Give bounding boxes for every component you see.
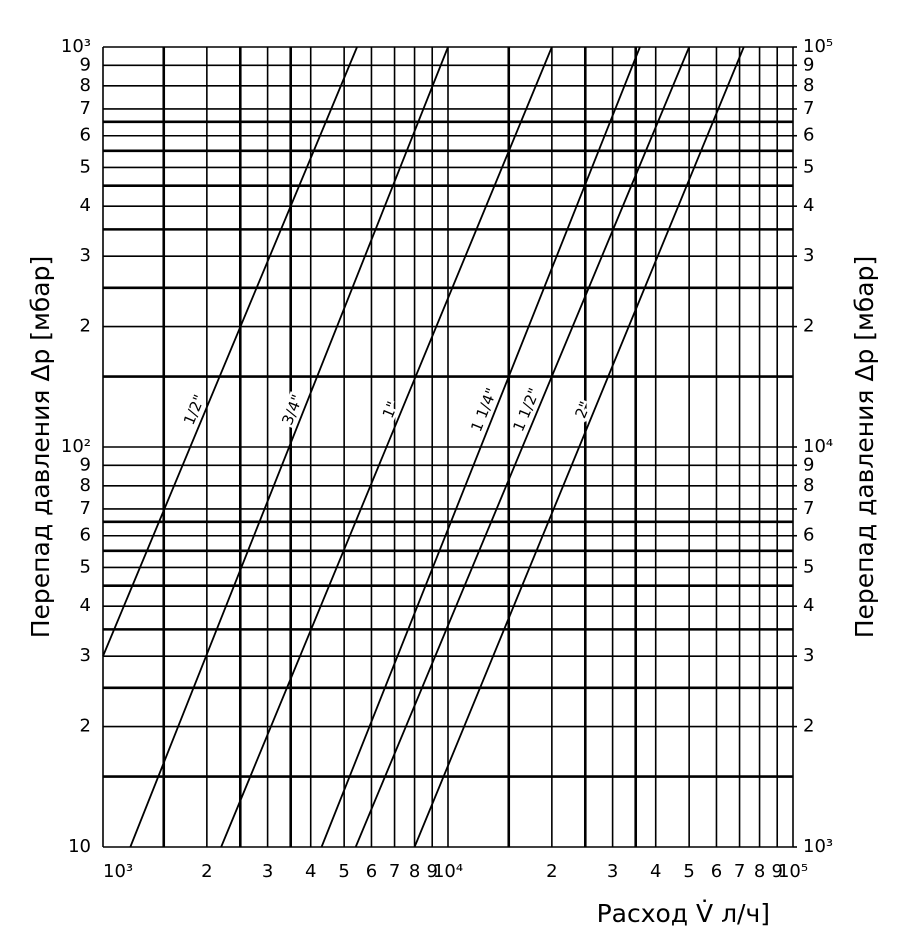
y-tick-label: 10² — [61, 436, 91, 457]
y2-tick-label: 4 — [803, 595, 814, 616]
y-tick-label: 7 — [80, 498, 91, 519]
y-tick-label: 5 — [80, 556, 91, 577]
y2-tick-label: 2 — [803, 716, 814, 737]
curve — [102, 46, 358, 657]
x-tick-label: 6 — [366, 861, 377, 882]
series-label: 3/4" — [278, 392, 306, 427]
x-tick-label: 2 — [546, 861, 557, 882]
series-label: 1/2" — [180, 392, 209, 428]
x-tick-label: 10⁴ — [433, 861, 463, 882]
x-tick-label: 6 — [711, 861, 722, 882]
y-tick-label: 8 — [80, 75, 91, 96]
y2-tick-label: 8 — [803, 75, 814, 96]
y2-tick-label: 10⁴ — [803, 436, 833, 457]
y-tick-label: 10³ — [61, 36, 91, 57]
y-tick-label: 10 — [68, 836, 91, 857]
y-tick-label: 9 — [80, 454, 91, 475]
y-tick-label: 3 — [80, 645, 91, 666]
curve — [220, 46, 553, 848]
x-tick-label: 4 — [305, 861, 316, 882]
y-tick-label: 9 — [80, 54, 91, 75]
curve — [354, 46, 690, 848]
y-tick-label: 5 — [80, 156, 91, 177]
x-tick-label: 4 — [650, 861, 661, 882]
x-tick-label: 9 — [771, 861, 782, 882]
x-tick-label: 7 — [389, 861, 400, 882]
y2-tick-label: 9 — [803, 54, 814, 75]
y2-tick-label: 3 — [803, 245, 814, 266]
y-axis-title: Перепад давления Δp [мбар] — [26, 256, 55, 639]
y-tick-label: 2 — [80, 716, 91, 737]
y-tick-label: 4 — [80, 595, 91, 616]
x-tick-label: 5 — [338, 861, 349, 882]
x-axis-title: Расход V̇ л/ч] — [597, 899, 770, 928]
y2-tick-label: 2 — [803, 316, 814, 337]
y-tick-label: 6 — [80, 525, 91, 546]
x-tick-label: 8 — [409, 861, 420, 882]
y-tick-label: 4 — [80, 195, 91, 216]
x-tick-label: 3 — [262, 861, 273, 882]
x-tick-label: 7 — [734, 861, 745, 882]
y-tick-label: 2 — [80, 316, 91, 337]
y-tick-label: 6 — [80, 125, 91, 146]
x-tick-label: 3 — [607, 861, 618, 882]
curve — [413, 46, 745, 848]
y2-tick-label: 10⁵ — [803, 36, 833, 57]
y2-axis-title: Перепад давления Δp [мбар] — [850, 256, 879, 639]
y2-tick-label: 6 — [803, 125, 814, 146]
y2-tick-label: 5 — [803, 156, 814, 177]
y-tick-label: 7 — [80, 98, 91, 119]
y2-tick-label: 7 — [803, 98, 814, 119]
x-tick-label: 9 — [426, 861, 437, 882]
y2-tick-label: 10³ — [803, 836, 833, 857]
y2-tick-label: 3 — [803, 645, 814, 666]
x-tick-label: 5 — [683, 861, 694, 882]
curve — [129, 46, 449, 848]
x-tick-label: 2 — [201, 861, 212, 882]
y2-tick-label: 6 — [803, 525, 814, 546]
y-tick-label: 3 — [80, 245, 91, 266]
y2-tick-label: 9 — [803, 454, 814, 475]
y2-tick-label: 5 — [803, 556, 814, 577]
y-tick-label: 8 — [80, 475, 91, 496]
x-tick-label: 10³ — [103, 861, 133, 882]
y2-tick-label: 7 — [803, 498, 814, 519]
y2-tick-label: 8 — [803, 475, 814, 496]
curve — [320, 46, 641, 848]
x-tick-label: 8 — [754, 861, 765, 882]
x-tick-label: 10⁵ — [778, 861, 808, 882]
y2-tick-label: 4 — [803, 195, 814, 216]
